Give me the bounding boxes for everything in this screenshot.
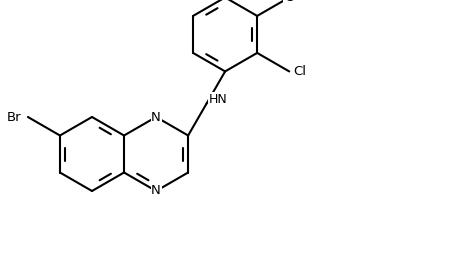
Text: Br: Br <box>6 110 21 123</box>
Text: HN: HN <box>209 93 228 106</box>
Text: Cl: Cl <box>293 65 306 78</box>
Text: N: N <box>151 110 161 123</box>
Text: O: O <box>284 0 295 4</box>
Text: N: N <box>151 184 161 197</box>
